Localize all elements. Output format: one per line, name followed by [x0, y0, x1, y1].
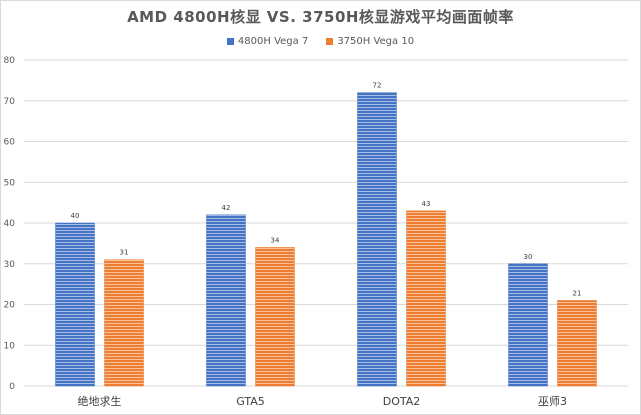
- y-tick-label: 80: [4, 56, 16, 66]
- data-label: 43: [422, 200, 431, 208]
- bar-series-1: [206, 214, 246, 387]
- legend-label-series-2: 3750H Vega 10: [337, 36, 415, 47]
- bar-series-2: [104, 259, 144, 387]
- bar-series-1: [55, 222, 95, 387]
- data-label: 21: [573, 289, 582, 297]
- legend-label-series-1: 4800H Vega 7: [237, 36, 309, 47]
- data-label: 30: [524, 253, 533, 261]
- data-label: 42: [222, 204, 231, 212]
- legend-swatch-series-1: [226, 38, 234, 45]
- x-category-label: 巫师3: [538, 395, 567, 408]
- data-label: 72: [373, 82, 382, 90]
- bar-series-1: [357, 92, 397, 387]
- y-tick-label: 40: [4, 219, 16, 229]
- y-tick-label: 0: [9, 382, 15, 392]
- y-tick-label: 70: [4, 97, 16, 107]
- x-axis-categories: 绝地求生 GTA5 DOTA2 巫师3: [78, 394, 568, 408]
- legend-item-series-2: 3750H Vega 10: [326, 36, 414, 47]
- x-category-label: GTA5: [236, 395, 265, 408]
- legend-swatch-series-2: [326, 38, 334, 45]
- x-category-label: DOTA2: [383, 395, 421, 408]
- bar-series-2: [255, 247, 295, 387]
- data-label: 34: [271, 236, 280, 244]
- y-axis-ticks: 0 10 20 30 40 50 60 70 80: [4, 56, 16, 392]
- legend: 4800H Vega 7 3750H Vega 10: [0, 36, 641, 47]
- bar-series-1: [508, 263, 548, 387]
- y-tick-label: 60: [4, 138, 16, 148]
- bars: [55, 92, 597, 387]
- x-category-label: 绝地求生: [78, 394, 122, 408]
- y-tick-label: 20: [4, 301, 16, 311]
- y-tick-label: 10: [4, 341, 16, 351]
- bar-series-2: [557, 300, 597, 387]
- data-label: 40: [71, 212, 80, 220]
- chart-title: AMD 4800H核显 VS. 3750H核显游戏平均画面帧率: [127, 8, 514, 26]
- bar-series-2: [406, 210, 446, 387]
- data-labels: 40 31 42 34 72 43 30 21: [71, 82, 582, 298]
- legend-item-series-1: 4800H Vega 7: [226, 36, 309, 47]
- y-tick-label: 30: [4, 260, 16, 270]
- data-label: 31: [120, 249, 129, 257]
- y-tick-label: 50: [4, 178, 16, 188]
